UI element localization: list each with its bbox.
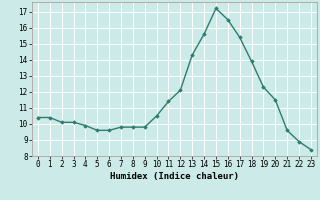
X-axis label: Humidex (Indice chaleur): Humidex (Indice chaleur)	[110, 172, 239, 181]
